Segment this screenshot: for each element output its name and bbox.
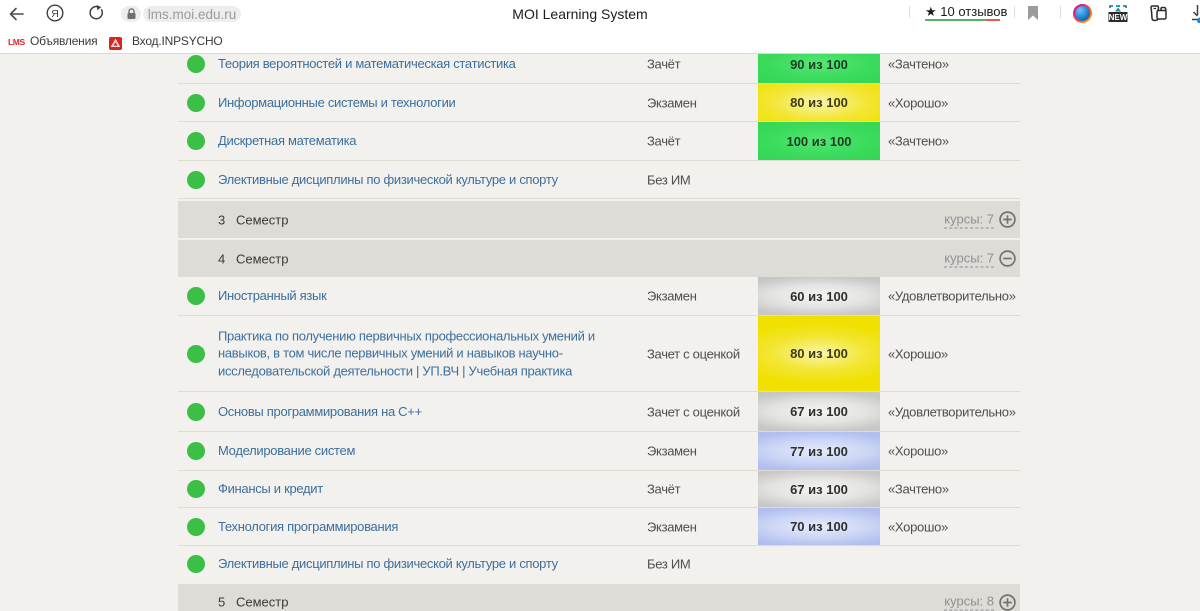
- svg-text:Я: Я: [51, 8, 59, 20]
- svg-text:NEW: NEW: [1109, 13, 1128, 22]
